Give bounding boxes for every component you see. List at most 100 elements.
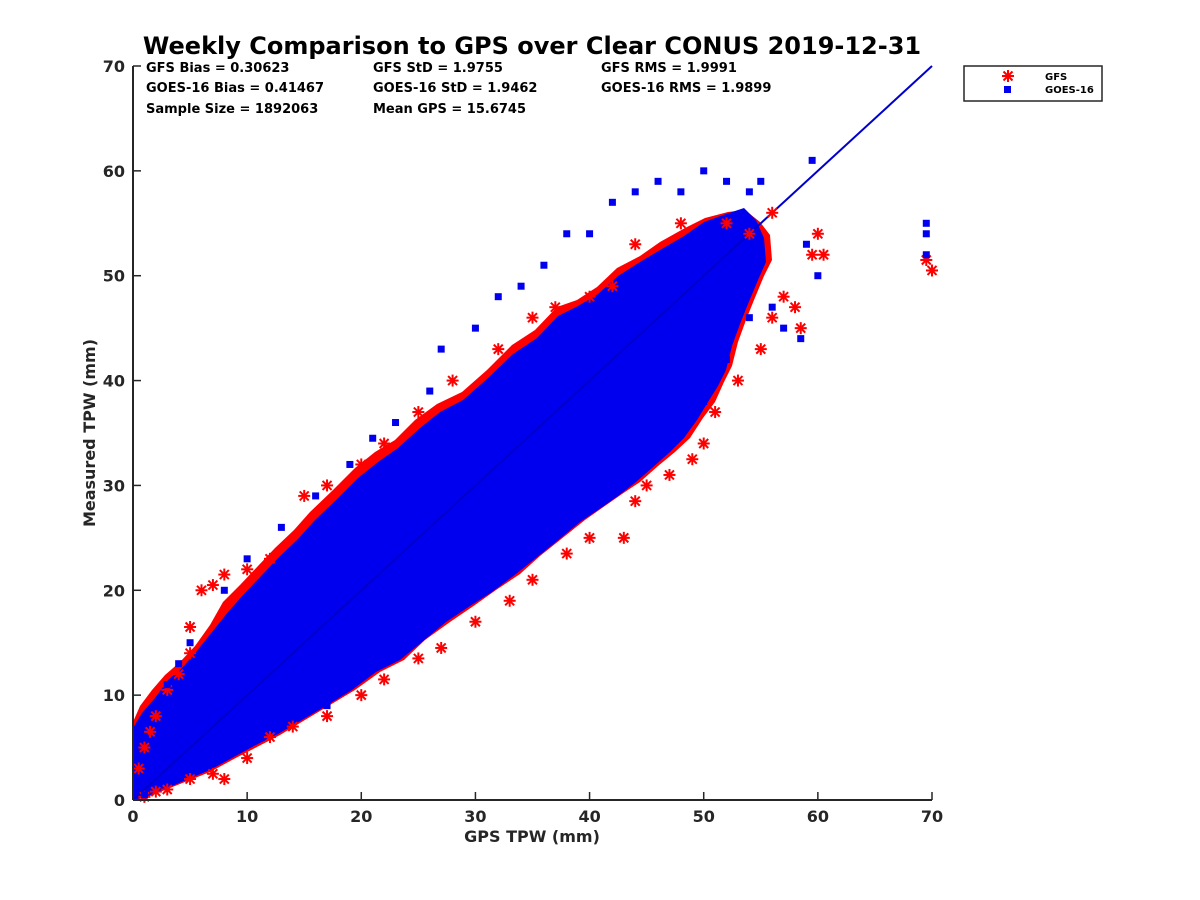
x-tick-label: 10 [236,807,258,826]
goes16-point [517,282,525,290]
goes16-point [768,303,776,311]
scatter-points [132,156,938,803]
goes16-point-cloud [133,208,766,800]
y-tick-label: 0 [114,791,125,810]
gfs-point [583,531,596,544]
gfs-point [241,563,254,576]
gfs-point [663,468,676,481]
goes16-point [540,534,548,542]
goes16-point [312,492,320,500]
goes16-point [232,744,240,752]
gfs-point [161,783,174,796]
goes16-point [197,754,205,762]
legend: GFS GOES-16 [963,65,1103,102]
legend-goes16-label: GOES-16 [1045,85,1094,96]
gfs-point [184,773,197,786]
goes16-point [494,293,502,301]
goes16-point [163,775,171,783]
goes16-point [163,681,171,689]
x-axis-label: GPS TPW (mm) [464,827,600,846]
goes16-point [563,230,571,238]
gfs-point [629,238,642,251]
stat-goes16-rms: GOES-16 RMS = 1.9899 [601,81,771,96]
goes16-point [586,230,594,238]
goes16-point [135,754,143,762]
y-tick-label: 60 [103,162,125,181]
stat-gfs-rms: GFS RMS = 1.9991 [601,61,737,76]
goes16-point [220,586,228,594]
gfs-point [263,731,276,744]
gfs-point [617,531,630,544]
gfs-point [184,647,197,660]
goes16-point [922,219,930,227]
y-axis-ticks: 0 10 20 30 40 50 60 70 [103,57,141,810]
goes16-point [922,230,930,238]
goes16-point [631,188,639,196]
x-axis-ticks: 0 10 20 30 40 50 60 70 [127,792,943,826]
gfs-point [218,568,231,581]
goes16-point [255,733,263,741]
goes16-point [357,670,365,678]
legend-gfs-marker [1002,70,1014,82]
gfs-point [355,458,368,471]
gfs-point [794,322,807,335]
gfs-point [412,406,425,419]
goes16-point [643,450,651,458]
gfs-point [720,217,733,230]
gfs-point [492,343,505,356]
goes16-point [449,597,457,605]
y-tick-label: 70 [103,57,125,76]
goes16-point [802,240,810,248]
goes16-point [471,324,479,332]
goes16-point [483,576,491,584]
gfs-point [731,374,744,387]
legend-box [963,65,1103,102]
goes16-point [186,639,194,647]
gfs-point [526,573,539,586]
x-tick-label: 30 [464,807,486,826]
gfs-point [686,453,699,466]
goes16-point [922,251,930,259]
y-tick-label: 10 [103,686,125,705]
y-tick-label: 20 [103,581,125,600]
gfs-point [583,290,596,303]
goes16-point [437,345,445,353]
goes16-point [426,387,434,395]
gfs-point [206,767,219,780]
x-tick-label: 70 [921,807,943,826]
gfs-point [378,673,391,686]
gfs-point [132,762,145,775]
gfs-point [743,227,756,240]
legend-goes16-marker [1004,86,1011,93]
stat-sample-size: Sample Size = 1892063 [146,102,318,117]
gfs-point [286,720,299,733]
gfs-point [560,547,573,560]
gfs-point [817,248,830,261]
y-tick-label: 50 [103,267,125,286]
stat-gfs-bias: GFS Bias = 0.30623 [146,61,289,76]
goes16-point [346,460,354,468]
gfs-point [526,311,539,324]
x-tick-label: 50 [693,807,715,826]
gfs-point [206,579,219,592]
gfs-point [811,227,824,240]
goes16-point [677,188,685,196]
gfs-point [144,725,157,738]
gfs-point [149,710,162,723]
goes16-point [586,502,594,510]
x-tick-label: 0 [127,807,138,826]
gfs-point [606,280,619,293]
plot-area: GFS Bias = 0.30623 GFS StD = 1.9755 GFS … [80,57,943,846]
gfs-point [777,290,790,303]
goes16-point [323,702,331,710]
goes16-point [620,471,628,479]
gfs-point [766,206,779,219]
stat-gfs-std: GFS StD = 1.9755 [373,61,503,76]
goes16-point [654,177,662,185]
gfs-point [806,248,819,261]
gfs-point [172,668,185,681]
gfs-point [412,652,425,665]
goes16-point [175,660,183,668]
x-tick-label: 40 [578,807,600,826]
